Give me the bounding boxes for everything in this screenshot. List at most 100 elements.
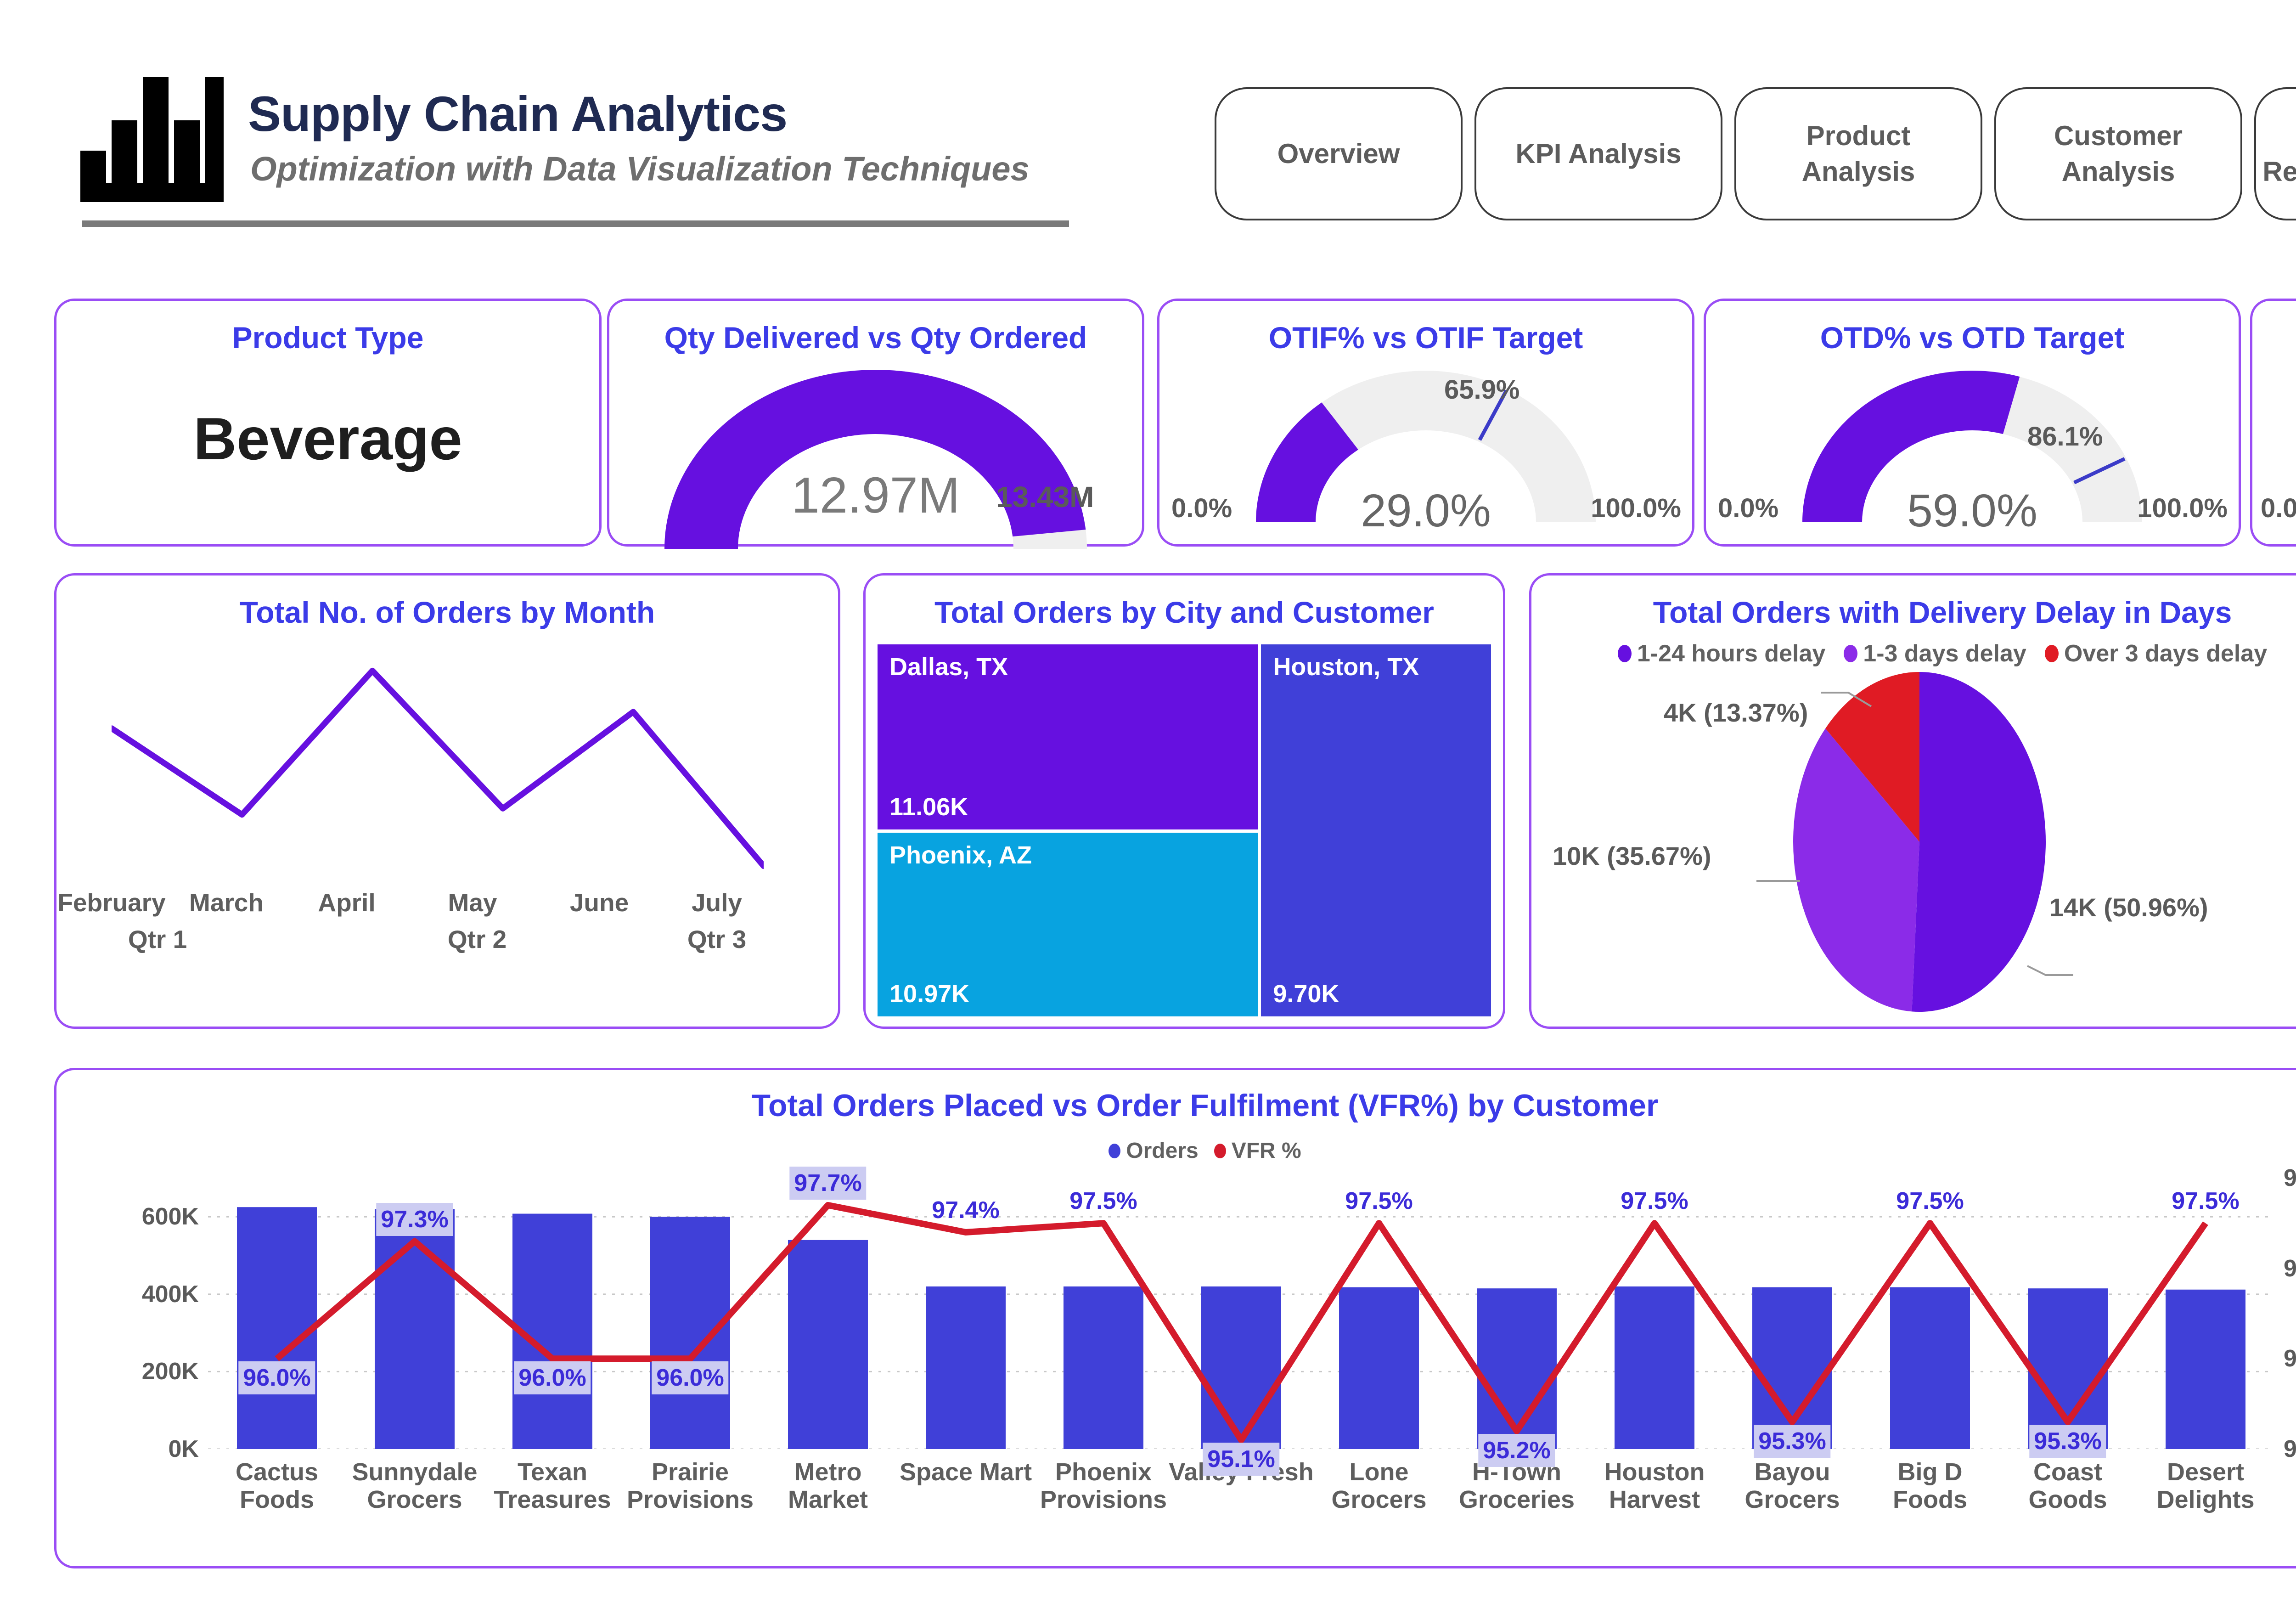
data-label: 97.5% xyxy=(1345,1188,1413,1215)
data-label: 95.2% xyxy=(1478,1433,1555,1467)
page-subtitle: Optimization with Data Visualization Tec… xyxy=(250,150,1030,188)
orders-vs-vfr-legend: Orders VFR % xyxy=(56,1138,2296,1163)
pie-slice[interactable] xyxy=(1793,728,1919,1012)
vfr-line-series[interactable] xyxy=(275,1202,2208,1444)
combo-chart-series xyxy=(208,1202,2274,1450)
treemap-cell-phoenix[interactable]: Phoenix, AZ 10.97K xyxy=(878,833,1258,1016)
bar[interactable] xyxy=(1339,1287,1419,1449)
orders-by-city-card[interactable]: Total Orders by City and Customer Dallas… xyxy=(863,573,1505,1029)
orders-vs-vfr-x-axis: Cactus Foods Sunnydale Grocers Texan Treas… xyxy=(208,1458,2274,1541)
x-tick-label: Sunnydale Grocers xyxy=(352,1458,478,1514)
y2-tick-label: 98% xyxy=(2284,1165,2296,1191)
y-tick-label: 600K xyxy=(141,1203,199,1230)
bar[interactable] xyxy=(1615,1286,1694,1449)
data-label: 96.0% xyxy=(238,1361,315,1395)
ifd-gauge-min-label: 0.0% xyxy=(2261,493,2296,523)
orders-by-month-card[interactable]: Total No. of Orders by Month February Ma… xyxy=(54,573,840,1029)
legend-item-1-3-days[interactable]: 1-3 days delay xyxy=(1844,640,2026,667)
legend-item-1-24-hours[interactable]: 1-24 hours delay xyxy=(1617,640,1825,667)
tab-overview[interactable]: Overview xyxy=(1215,87,1463,220)
treemap-value-phoenix: 10.97K xyxy=(889,980,970,1008)
x-label-qtr2: Qtr 2 xyxy=(447,925,507,953)
orders-line-series xyxy=(108,667,767,869)
data-label: 97.5% xyxy=(2172,1188,2240,1215)
bar[interactable] xyxy=(1064,1286,1143,1449)
qty-gauge xyxy=(609,370,1142,563)
x-tick-label: Big D Foods xyxy=(1893,1458,1967,1514)
orders-by-city-treemap: Dallas, TX 11.06K Phoenix, AZ 10.97K Hou… xyxy=(878,644,1491,1016)
x-tick-label: Metro Market xyxy=(788,1458,868,1514)
legend-label-1-3-days: 1-3 days delay xyxy=(1863,640,2026,667)
orders-vs-vfr-plot xyxy=(208,1178,2274,1450)
legend-label-over-3-days: Over 3 days delay xyxy=(2064,640,2268,667)
x-label-june: June xyxy=(569,888,629,917)
otd-gauge-card[interactable]: OTD% vs OTD Target 59.0% 0.0% 100.0% 86.… xyxy=(1704,299,2241,547)
otd-gauge-title: OTD% vs OTD Target xyxy=(1820,321,2125,355)
tab-product-analysis[interactable]: Product Analysis xyxy=(1734,87,1982,220)
bar[interactable] xyxy=(926,1286,1006,1449)
tab-city-based-recommendation[interactable]: City Based Recommendation xyxy=(2254,87,2296,220)
legend-dot-orders xyxy=(1109,1143,1121,1158)
otif-gauge-arc xyxy=(1256,371,1596,522)
otif-gauge-target-label: 65.9% xyxy=(1444,375,1520,405)
x-tick-label: Lone Grocers xyxy=(1331,1458,1427,1514)
tab-kpi-analysis[interactable]: KPI Analysis xyxy=(1474,87,1722,220)
delivery-delay-legend: 1-24 hours delay 1-3 days delay Over 3 d… xyxy=(1531,640,2296,667)
qty-gauge-value: 12.97M xyxy=(791,467,960,524)
orders-by-month-plot xyxy=(108,660,767,876)
y-tick-label: 0K xyxy=(168,1436,199,1462)
x-label-may: May xyxy=(448,888,497,917)
orders-vs-vfr-card[interactable]: Total Orders Placed vs Order Fulfilment … xyxy=(54,1068,2296,1568)
legend-dot-1-3-days xyxy=(1844,645,1858,662)
tab-customer-analysis[interactable]: Customer Analysis xyxy=(1994,87,2242,220)
bar[interactable] xyxy=(2166,1289,2245,1449)
otif-gauge-max-label: 100.0% xyxy=(1591,493,1681,523)
data-label: 96.0% xyxy=(652,1361,729,1395)
bar[interactable] xyxy=(1201,1286,1281,1449)
legend-dot-vfr xyxy=(1214,1143,1226,1158)
treemap-cell-dallas[interactable]: Dallas, TX 11.06K xyxy=(878,644,1258,830)
legend-item-over-3-days[interactable]: Over 3 days delay xyxy=(2044,640,2268,667)
pie-slice[interactable] xyxy=(1825,672,1919,842)
otd-gauge-arc xyxy=(1802,371,2142,522)
qty-gauge-title: Qty Delivered vs Qty Ordered xyxy=(664,321,1087,355)
data-label: 97.5% xyxy=(1621,1188,1688,1215)
qty-gauge-max-label: 13.43M xyxy=(996,480,1094,513)
qty-delivered-gauge-card[interactable]: Qty Delivered vs Qty Ordered 12.97M 13.4… xyxy=(607,299,1144,549)
bar[interactable] xyxy=(237,1207,317,1449)
pie-leader-line xyxy=(2027,965,2073,976)
legend-item-orders[interactable]: Orders xyxy=(1109,1138,1199,1163)
ifd-gauge-card[interactable]: IFD% vs IFD Target 52.8% 0.0% 100.0% 76.… xyxy=(2250,299,2296,547)
delivery-delay-pie xyxy=(1531,672,2296,1022)
otd-gauge-value: 59.0% xyxy=(1907,485,2037,536)
bar[interactable] xyxy=(375,1209,455,1449)
otd-gauge-max-label: 100.0% xyxy=(2137,493,2228,523)
bar[interactable] xyxy=(1477,1288,1557,1449)
delivery-delay-card[interactable]: Total Orders with Delivery Delay in Days… xyxy=(1529,573,2296,1029)
otif-gauge xyxy=(1159,370,1692,563)
x-tick-label: Coast Goods xyxy=(2028,1458,2107,1514)
orders-vs-vfr-data-labels: 96.0% 97.3% 96.0% 96.0% 97.7% 97.4% 97.5% 95.1%… xyxy=(208,1167,2274,1476)
legend-dot-1-24-hours xyxy=(1617,645,1632,662)
bar[interactable] xyxy=(1890,1287,1970,1449)
orders-vs-vfr-y-axis: 0K 200K 400K 600K xyxy=(112,1178,199,1462)
product-type-title: Product Type xyxy=(232,321,424,355)
x-tick-label: Cactus Foods xyxy=(235,1458,319,1514)
bar[interactable] xyxy=(512,1213,592,1449)
otd-gauge-min-label: 0.0% xyxy=(1718,493,1779,523)
treemap-cell-houston[interactable]: Houston, TX 9.70K xyxy=(1261,644,1491,1016)
bar[interactable] xyxy=(788,1240,868,1449)
data-label: 97.5% xyxy=(1896,1188,1964,1215)
data-label: 95.1% xyxy=(1203,1443,1280,1476)
legend-item-vfr[interactable]: VFR % xyxy=(1214,1138,1301,1163)
pie-callout-over-3-days: 4K (13.37%) xyxy=(1664,698,1808,727)
otif-gauge-min-label: 0.0% xyxy=(1171,493,1232,523)
otif-gauge-card[interactable]: OTIF% vs OTIF Target 29.0% 0.0% 100.0% 6… xyxy=(1157,299,1694,547)
data-label: 97.3% xyxy=(376,1202,453,1236)
y-tick-label: 200K xyxy=(141,1358,199,1385)
x-tick-label: Bayou Grocers xyxy=(1745,1458,1840,1514)
pie-slice[interactable] xyxy=(1912,672,2046,1012)
otif-gauge-title: OTIF% vs OTIF Target xyxy=(1268,321,1583,355)
product-type-card[interactable]: Product Type Beverage xyxy=(54,299,602,547)
